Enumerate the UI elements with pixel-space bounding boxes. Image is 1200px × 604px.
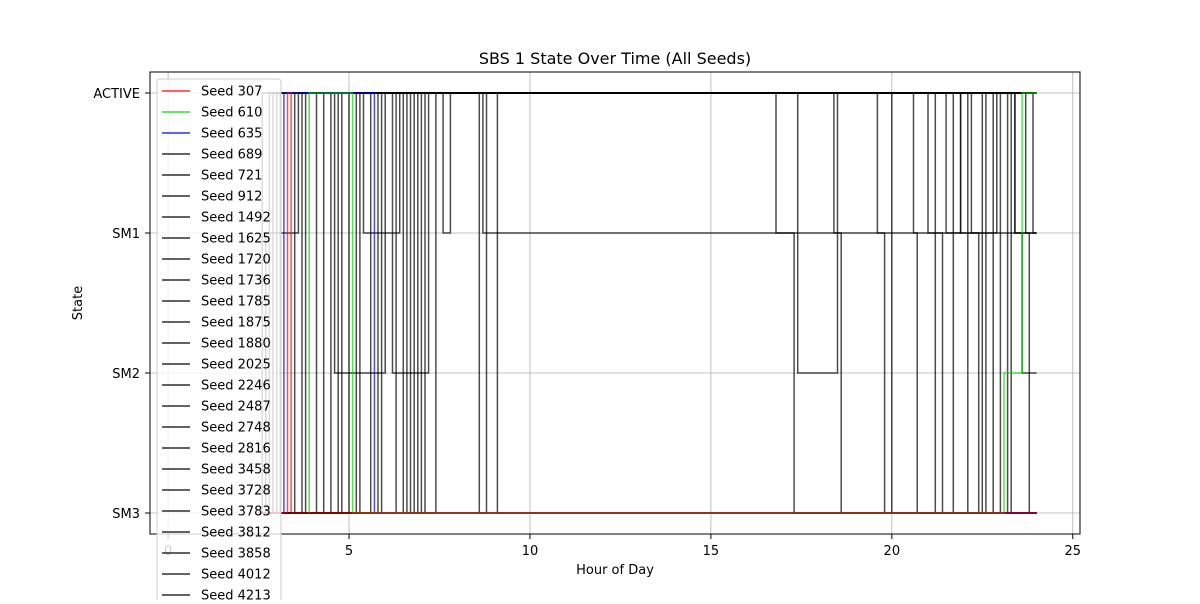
series-line bbox=[258, 92, 1037, 514]
legend-label: Seed 3858 bbox=[201, 547, 271, 562]
series-line bbox=[258, 92, 1037, 514]
y-tick-label: SM2 bbox=[112, 367, 140, 382]
legend-label: Seed 3728 bbox=[201, 484, 271, 499]
legend-label: Seed 1625 bbox=[201, 232, 271, 247]
ticks: 0510152025SM3SM2SM1ACTIVE bbox=[93, 87, 1081, 559]
legend-label: Seed 4213 bbox=[201, 589, 271, 601]
chart-title: SBS 1 State Over Time (All Seeds) bbox=[479, 49, 751, 68]
legend: Seed 307 Seed 610 Seed 635 Seed 689 Seed 721… bbox=[156, 78, 282, 604]
legend-label: Seed 3783 bbox=[201, 505, 271, 520]
legend-label: Seed 3812 bbox=[201, 526, 271, 541]
legend-label: Seed 2816 bbox=[201, 442, 271, 457]
y-tick-label: ACTIVE bbox=[93, 87, 140, 102]
legend-label: Seed 2748 bbox=[201, 421, 271, 436]
series-line bbox=[258, 92, 1037, 514]
series-line bbox=[258, 92, 1037, 514]
x-tick-label: 20 bbox=[884, 544, 901, 559]
legend-label: Seed 307 bbox=[201, 85, 262, 100]
x-tick-label: 10 bbox=[522, 544, 539, 559]
legend-label: Seed 721 bbox=[201, 169, 262, 184]
y-tick-label: SM1 bbox=[112, 227, 140, 242]
plot-frame bbox=[149, 71, 1081, 535]
y-axis-label: State bbox=[71, 286, 86, 320]
legend-label: Seed 2025 bbox=[201, 358, 271, 373]
x-tick-label: 5 bbox=[345, 544, 353, 559]
legend-label: Seed 689 bbox=[201, 148, 262, 163]
legend-label: Seed 1785 bbox=[201, 295, 271, 310]
x-tick-label: 15 bbox=[703, 544, 720, 559]
legend-label: Seed 610 bbox=[201, 106, 262, 121]
legend-label: Seed 2487 bbox=[201, 400, 271, 415]
legend-label: Seed 1880 bbox=[201, 337, 271, 352]
y-tick-label: SM3 bbox=[112, 507, 140, 522]
x-tick-label: 25 bbox=[1064, 544, 1081, 559]
legend-label: Seed 4012 bbox=[201, 568, 271, 583]
series-line bbox=[258, 92, 1037, 514]
x-axis-label: Hour of Day bbox=[576, 563, 654, 578]
legend-label: Seed 912 bbox=[201, 190, 262, 205]
legend-label: Seed 1875 bbox=[201, 316, 271, 331]
series-line bbox=[258, 92, 1037, 514]
legend-label: Seed 3458 bbox=[201, 463, 271, 478]
legend-label: Seed 2246 bbox=[201, 379, 271, 394]
legend-label: Seed 1736 bbox=[201, 274, 271, 289]
legend-label: Seed 635 bbox=[201, 127, 262, 142]
legend-label: Seed 1492 bbox=[201, 211, 271, 226]
series-line bbox=[258, 92, 1037, 514]
legend-label: Seed 1720 bbox=[201, 253, 271, 268]
legend-box bbox=[156, 78, 282, 604]
series-line bbox=[258, 92, 1037, 514]
series-line bbox=[258, 92, 1037, 514]
